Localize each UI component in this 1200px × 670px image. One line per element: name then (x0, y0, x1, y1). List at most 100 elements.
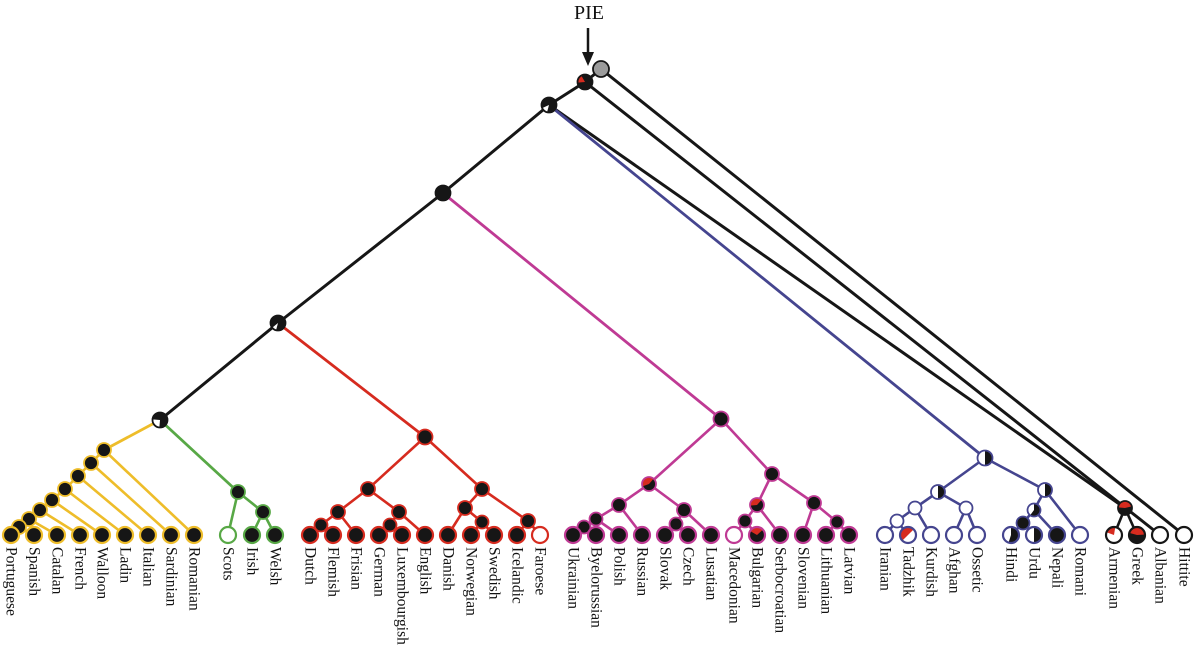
leaf-label-welsh: Welsh (267, 547, 284, 586)
node-r3 (70, 468, 86, 484)
leaf-label-lusatian: Lusatian (703, 547, 720, 601)
leaf-label-byelorussian: Byelorussian (588, 547, 605, 628)
tree-edge-gn-gn2 (480, 487, 530, 523)
leaf-label-macedonian: Macedonian (726, 547, 743, 624)
leaf-node-hindi (1001, 525, 1021, 545)
leaf-label-portuguese: Portuguese (3, 547, 20, 616)
leaf-label-ladin: Ladin (117, 547, 134, 583)
node-e (151, 411, 169, 429)
leaf-node-french (70, 525, 90, 545)
leaf-node-luxembourgish (392, 525, 412, 545)
leaf-label-russian: Russian (634, 547, 651, 596)
leaf-node-bulgarian (747, 525, 767, 545)
leaf-label-latvian: Latvian (841, 547, 858, 595)
pie-segment-red (900, 527, 914, 541)
leaf-label-slovenian: Slovenian (795, 547, 812, 609)
node-c2 (255, 504, 271, 520)
node-r7 (21, 511, 37, 527)
leaf-node-armenian (1104, 525, 1124, 545)
pie-root-label: PIE (574, 2, 604, 24)
tree-edge-r3-italian (76, 474, 150, 537)
leaf-node-afghan (944, 525, 964, 545)
leaf-node-czech (678, 525, 698, 545)
leaf-label-hindi: Hindi (1003, 547, 1020, 583)
tree-edge-b-ga (547, 103, 1127, 510)
leaf-node-urdu (1024, 525, 1044, 545)
node-c1 (230, 484, 246, 500)
leaf-label-french: French (72, 547, 89, 590)
leaf-node-spanish (24, 525, 44, 545)
leaf-label-sardinian: Sardinian (163, 547, 180, 607)
leaf-node-norwegian (461, 525, 481, 545)
leaf-label-norwegian: Norwegian (463, 547, 480, 616)
leaf-label-romani: Romani (1072, 547, 1089, 597)
tree-edge-root-hittite (599, 67, 1186, 537)
leaf-label-afghan: Afghan (946, 547, 963, 594)
leaf-label-ossetic: Ossetic (969, 547, 986, 593)
leaf-label-greek: Greek (1129, 547, 1146, 585)
leaf-label-scots: Scots (220, 547, 237, 581)
pie-arrow (582, 28, 594, 66)
node-s2 (611, 497, 627, 513)
node-a (576, 73, 594, 91)
leaf-node-greek (1127, 525, 1147, 545)
leaf-label-luxembourgish: Luxembourgish (394, 547, 411, 645)
leaf-node-sardinian (161, 525, 181, 545)
tree-edge-r4-ladin (63, 487, 127, 537)
leaf-node-walloon (92, 525, 112, 545)
leaf-label-dutch: Dutch (302, 547, 319, 585)
leaf-label-lithuanian: Lithuanian (818, 547, 835, 614)
leaf-node-italian (138, 525, 158, 545)
node-r4 (57, 481, 73, 497)
leaf-node-nepali (1047, 525, 1067, 545)
node-s5a (737, 513, 753, 529)
node-r6 (32, 502, 48, 518)
edges-layer (9, 67, 1186, 537)
leaf-node-catalan (47, 525, 67, 545)
leaf-label-albanian: Albanian (1152, 547, 1169, 604)
leaf-label-spanish: Spanish (26, 547, 43, 596)
leaf-label-czech: Czech (680, 547, 697, 586)
node-s2a (588, 511, 604, 527)
node-ga (1117, 500, 1133, 516)
node-ii (976, 449, 994, 467)
leaf-node-slovak (655, 525, 675, 545)
leaf-label-faroese: Faroese (532, 547, 549, 595)
leaf-node-ukrainian (563, 525, 583, 545)
leaf-node-irish (242, 525, 262, 545)
leaf-node-english (415, 525, 435, 545)
node-gw2a (382, 517, 398, 533)
node-c (434, 184, 452, 202)
tree-edge-b-c (441, 103, 551, 195)
leaf-node-scots (218, 525, 238, 545)
pie-segment-black (1030, 503, 1041, 517)
node-in1a (1015, 515, 1031, 531)
leaf-label-german: German (371, 547, 388, 597)
leaf-label-bulgarian: Bulgarian (749, 547, 766, 608)
leaf-label-iranianleaf: Iranian (877, 547, 894, 591)
tree-edge-g0-gw (366, 435, 427, 491)
node-g0 (416, 428, 434, 446)
leaf-label-ukrainian: Ukrainian (565, 547, 582, 609)
node-s4 (764, 466, 780, 482)
leaf-node-flemish (323, 525, 343, 545)
leaf-node-icelandic (507, 525, 527, 545)
tree-edge-ii-ir (936, 456, 987, 494)
leaf-label-hittite: Hittite (1176, 547, 1193, 587)
node-gn2 (520, 513, 536, 529)
leaf-label-slovak: Slovak (657, 547, 674, 590)
tree-edge-s4-s6 (770, 472, 816, 505)
tree-edge-c-d (276, 191, 445, 325)
leaf-node-slovenian (793, 525, 813, 545)
tree-edge-ii-indic (983, 456, 1047, 492)
node-s5 (749, 497, 765, 513)
node-d (269, 314, 287, 332)
node-s3a (668, 516, 684, 532)
tree-edge-bs-s1 (647, 417, 723, 486)
leaf-node-hittite (1174, 525, 1194, 545)
node-gw1a (313, 517, 329, 533)
tree-edge-r2-sardinian (89, 461, 173, 537)
node-gn (474, 481, 490, 497)
leaf-label-swedish: Swedish (486, 547, 503, 600)
